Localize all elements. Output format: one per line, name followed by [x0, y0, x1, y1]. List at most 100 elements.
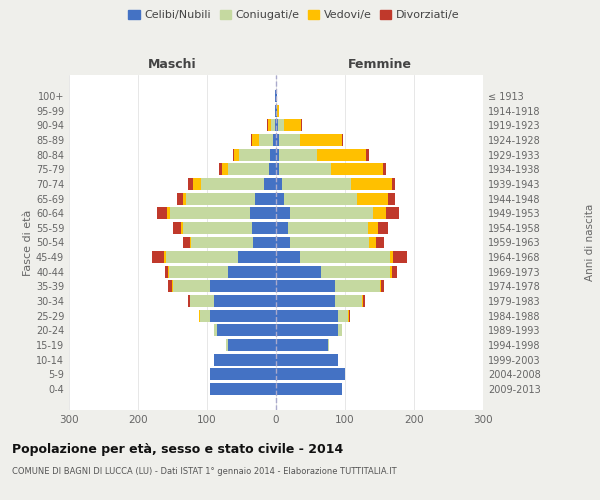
Bar	[276, 207, 290, 219]
Bar	[280, 134, 300, 146]
Bar	[211, 383, 276, 395]
Text: Popolazione per età, sesso e stato civile - 2014: Popolazione per età, sesso e stato civil…	[12, 442, 343, 456]
Bar	[164, 251, 166, 263]
Bar	[252, 134, 259, 146]
Bar	[383, 164, 386, 175]
Bar	[165, 266, 169, 278]
Bar	[328, 339, 329, 351]
Bar	[368, 222, 378, 234]
Bar	[239, 148, 271, 160]
Bar	[217, 324, 276, 336]
Bar	[376, 236, 385, 248]
Bar	[331, 164, 383, 175]
Bar	[392, 266, 397, 278]
Bar	[263, 178, 276, 190]
Bar	[276, 324, 338, 336]
Bar	[211, 310, 276, 322]
Bar	[321, 266, 390, 278]
Bar	[357, 192, 388, 204]
Bar	[181, 222, 183, 234]
Bar	[267, 120, 268, 132]
Bar	[317, 148, 366, 160]
Bar	[183, 222, 252, 234]
Bar	[166, 251, 238, 263]
Bar	[238, 251, 276, 263]
Bar	[214, 324, 217, 336]
Bar	[228, 164, 269, 175]
Bar	[226, 339, 228, 351]
Bar	[386, 207, 399, 219]
Bar	[269, 164, 276, 175]
Bar	[390, 251, 394, 263]
Bar	[276, 310, 338, 322]
Bar	[183, 236, 190, 248]
Bar	[366, 148, 369, 160]
Bar	[276, 164, 280, 175]
Bar	[276, 134, 280, 146]
Bar	[277, 105, 279, 117]
Bar	[272, 134, 276, 146]
Bar	[363, 295, 365, 307]
Bar	[276, 178, 281, 190]
Bar	[193, 178, 202, 190]
Bar	[289, 222, 368, 234]
Bar	[250, 207, 276, 219]
Bar	[276, 148, 280, 160]
Bar	[187, 192, 256, 204]
Bar	[349, 310, 350, 322]
Bar	[394, 251, 407, 263]
Bar	[300, 134, 341, 146]
Bar	[276, 192, 284, 204]
Text: Femmine: Femmine	[347, 58, 412, 71]
Bar	[369, 236, 376, 248]
Bar	[275, 105, 276, 117]
Bar	[222, 164, 228, 175]
Bar	[183, 192, 187, 204]
Text: Anni di nascita: Anni di nascita	[585, 204, 595, 281]
Bar	[290, 207, 373, 219]
Bar	[157, 207, 167, 219]
Bar	[178, 192, 183, 204]
Bar	[276, 90, 277, 102]
Bar	[167, 207, 170, 219]
Bar	[341, 134, 343, 146]
Bar	[280, 148, 317, 160]
Text: Maschi: Maschi	[148, 58, 197, 71]
Bar	[268, 120, 271, 132]
Bar	[373, 207, 386, 219]
Bar	[234, 148, 239, 160]
Bar	[276, 251, 300, 263]
Bar	[188, 178, 193, 190]
Bar	[381, 280, 385, 292]
Bar	[281, 178, 350, 190]
Bar	[169, 266, 228, 278]
Bar	[362, 295, 363, 307]
Bar	[300, 251, 390, 263]
Bar	[169, 280, 172, 292]
Bar	[228, 266, 276, 278]
Bar	[188, 295, 190, 307]
Text: COMUNE DI BAGNI DI LUCCA (LU) - Dati ISTAT 1° gennaio 2014 - Elaborazione TUTTIT: COMUNE DI BAGNI DI LUCCA (LU) - Dati IST…	[12, 468, 397, 476]
Bar	[251, 134, 252, 146]
Bar	[276, 236, 290, 248]
Bar	[276, 266, 321, 278]
Bar	[214, 295, 276, 307]
Bar	[253, 236, 276, 248]
Bar	[276, 295, 335, 307]
Y-axis label: Fasce di età: Fasce di età	[23, 210, 33, 276]
Bar	[276, 280, 335, 292]
Bar	[276, 120, 278, 132]
Bar	[284, 192, 357, 204]
Bar	[152, 251, 164, 263]
Bar	[256, 192, 276, 204]
Bar	[338, 324, 341, 336]
Bar	[284, 120, 301, 132]
Bar	[301, 120, 302, 132]
Bar	[275, 90, 276, 102]
Bar	[378, 222, 388, 234]
Bar	[380, 280, 381, 292]
Bar	[392, 178, 395, 190]
Bar	[350, 178, 392, 190]
Bar	[233, 148, 234, 160]
Bar	[172, 280, 173, 292]
